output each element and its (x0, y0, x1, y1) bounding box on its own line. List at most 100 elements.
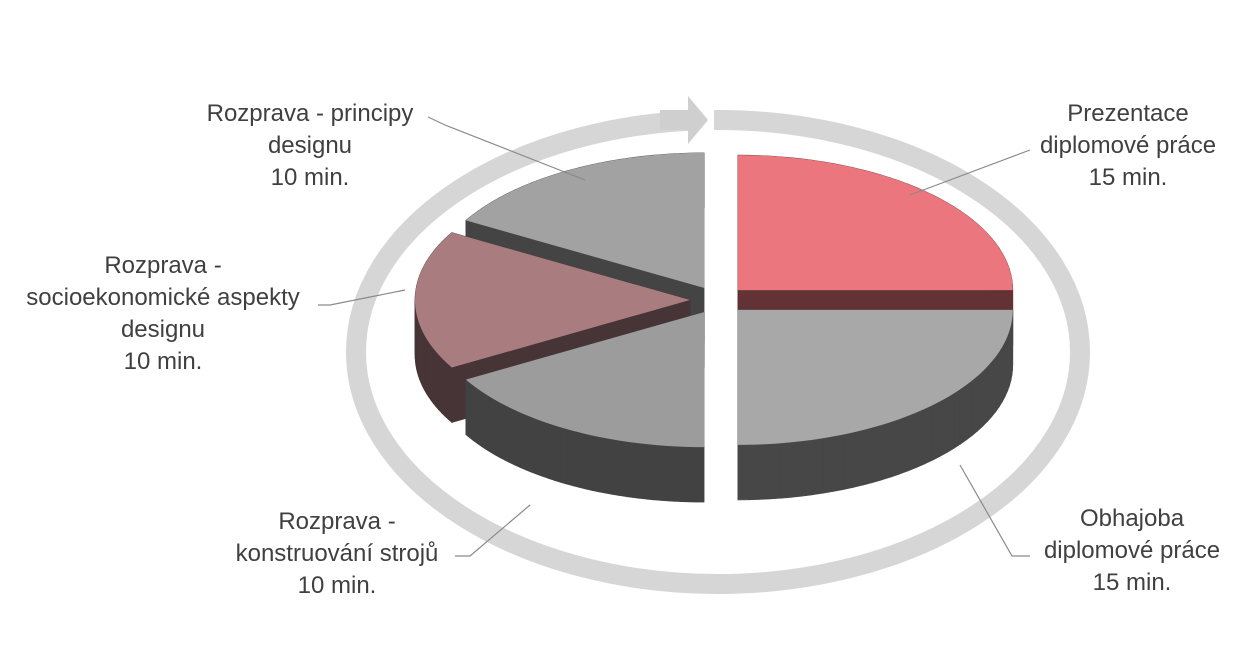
slice-side (547, 422, 555, 481)
slice-side (653, 444, 662, 501)
category-label: Rozprava - principy designu (206, 100, 414, 159)
value-label: 15 min. (1088, 164, 1168, 191)
slice (737, 309, 1013, 445)
slice-label: Rozprava - principy designu 10 min. (180, 98, 440, 194)
slice-side (591, 435, 600, 493)
slice-side (444, 360, 449, 421)
slice-side (1004, 336, 1008, 397)
slice-side (832, 434, 844, 492)
slice-side (759, 443, 771, 500)
slice-side (971, 375, 979, 437)
slice-side (982, 365, 988, 427)
slice-side (791, 440, 803, 498)
slice-side (674, 446, 683, 503)
slice-side (560, 426, 567, 485)
slice-label: Rozprava - konstruování strojů 10 min. (218, 506, 456, 602)
value-label: 15 min. (1092, 569, 1172, 596)
leader-line (455, 504, 531, 557)
slice-side (780, 441, 792, 499)
slice-side (509, 407, 516, 466)
category-label: Rozprava - konstruování strojů (235, 508, 439, 567)
slice (415, 232, 690, 368)
ring-arrow (660, 96, 708, 144)
slice-label: Obhajoba diplomové práce 15 min. (1032, 503, 1232, 599)
value-label: 10 min. (123, 348, 203, 375)
category-label: Prezentace diplomové práce (1039, 100, 1217, 159)
slice-side (499, 401, 505, 461)
slice-side (553, 424, 561, 483)
slice-label: Prezentace diplomové práce 15 min. (1028, 98, 1228, 194)
slice-side (842, 432, 854, 490)
leader-line (959, 464, 1030, 557)
leader-line (318, 289, 406, 306)
slice-side (572, 430, 580, 488)
slice-side (769, 442, 782, 500)
slice-side (939, 397, 948, 458)
slice-side (916, 408, 925, 469)
slice-side (999, 345, 1003, 408)
category-label: Rozprava - socioekonomické aspekty desig… (26, 252, 300, 343)
slice-side (435, 350, 440, 411)
slice-side (536, 418, 543, 477)
value-label: 10 min. (270, 164, 350, 191)
slice-side (646, 443, 655, 501)
slice-side (1002, 341, 1006, 402)
slice-side (598, 436, 606, 494)
slice-side (977, 370, 984, 432)
slice (465, 152, 704, 288)
slice-side (682, 446, 690, 503)
slice-side (953, 388, 961, 450)
slice-label: Rozprava - socioekonomické aspekty desig… (15, 250, 311, 378)
slice-side (426, 337, 429, 398)
slice-side (489, 396, 496, 456)
slice-side (430, 344, 434, 405)
slice-side (959, 384, 967, 445)
slice-side (689, 446, 698, 503)
slice-side (530, 416, 537, 475)
slice-side (639, 443, 648, 500)
slice-side (438, 354, 443, 414)
leader-line (427, 116, 586, 181)
slice-side (514, 409, 521, 468)
slice-side (566, 428, 574, 487)
slice (465, 312, 704, 448)
slice-side (907, 412, 917, 472)
slice-side (485, 393, 491, 453)
slice-side (987, 360, 993, 423)
slice-side (585, 433, 593, 491)
value-label: 10 min. (297, 572, 377, 599)
slice-side (822, 436, 834, 494)
slice-side (481, 390, 487, 450)
slice-side (469, 382, 474, 442)
slice (737, 155, 1013, 291)
slice-side (611, 439, 620, 496)
slice-side (871, 424, 882, 484)
pie (414, 152, 1014, 503)
leader-lines (318, 116, 1031, 557)
slice-side (618, 440, 627, 497)
slice-side (542, 420, 549, 479)
slice-side (801, 439, 813, 497)
cycle-ring (346, 110, 1090, 594)
leader-line (909, 149, 1031, 196)
slice-side (812, 437, 824, 496)
slice-side (605, 437, 613, 495)
slice-side (852, 429, 863, 488)
slice-side (625, 441, 634, 498)
slice-side (448, 363, 453, 424)
slice-side (465, 378, 470, 439)
slice-side (995, 350, 1000, 413)
slice-side (473, 385, 478, 445)
slice-side (504, 404, 510, 464)
category-label: Obhajoba diplomové práce (1043, 505, 1221, 564)
slice-side (862, 427, 873, 486)
slice-side (441, 357, 446, 418)
slice-side (991, 355, 997, 418)
slice-side (519, 411, 526, 471)
slice-side (632, 442, 641, 499)
slice-side (748, 444, 760, 501)
slice-side (660, 445, 669, 502)
slice-side (578, 432, 586, 490)
